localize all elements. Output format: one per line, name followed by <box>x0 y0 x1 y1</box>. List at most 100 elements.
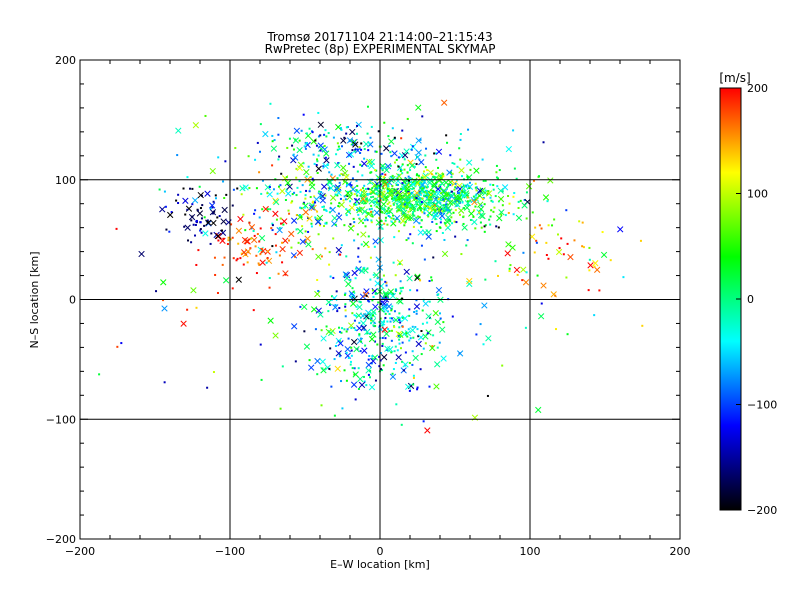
data-point-dot <box>360 340 363 343</box>
data-point-dot <box>385 197 388 200</box>
data-point-dot <box>445 134 448 137</box>
data-point-dot <box>398 342 401 345</box>
data-point-dot <box>378 217 381 220</box>
data-point-dot <box>211 206 214 209</box>
data-point-x <box>567 253 574 261</box>
data-point-dot <box>419 191 422 194</box>
data-point-dot <box>363 202 366 205</box>
data-point-dot <box>379 359 382 362</box>
data-point-dot <box>489 215 492 218</box>
data-point-dot <box>399 287 402 290</box>
data-point-dot <box>295 194 298 197</box>
data-point-dot <box>451 172 454 175</box>
data-point-x <box>497 187 504 194</box>
data-point-dot <box>386 190 389 193</box>
data-point-x <box>356 325 363 332</box>
data-point-dot <box>330 385 333 388</box>
data-point-dot <box>412 165 415 168</box>
data-point-dot <box>337 253 340 256</box>
data-point-x <box>422 206 429 213</box>
data-point-x <box>335 123 342 131</box>
data-point-dot <box>231 204 234 207</box>
data-point-dot <box>390 339 393 342</box>
data-point-dot <box>286 146 289 149</box>
data-point-x <box>281 218 288 225</box>
data-point-dot <box>512 213 515 216</box>
data-point-x <box>451 180 458 187</box>
data-point-dot <box>246 261 249 264</box>
data-point-dot <box>399 347 402 350</box>
data-point-x <box>395 297 403 304</box>
data-point-dot <box>380 211 383 214</box>
data-point-dot <box>394 361 397 364</box>
data-point-x <box>358 267 366 275</box>
data-point-dot <box>298 214 301 217</box>
data-point-dot <box>340 380 343 383</box>
data-point-dot <box>416 191 419 194</box>
data-point-dot <box>350 184 353 187</box>
data-point-dot <box>260 378 263 381</box>
data-point-dot <box>199 221 202 224</box>
data-point-dot <box>349 223 352 226</box>
data-point-dot <box>446 209 449 212</box>
data-point-dot <box>351 312 354 315</box>
data-point-dot <box>491 200 494 203</box>
data-point-dot <box>453 162 456 165</box>
data-point-dot <box>466 239 469 242</box>
data-point-x <box>334 162 341 169</box>
data-point-dot <box>560 237 563 240</box>
data-point-x <box>617 226 624 233</box>
data-point-dot <box>422 187 425 190</box>
data-point-dot <box>389 164 392 167</box>
data-point-dot <box>266 257 269 260</box>
data-point-x <box>362 291 369 298</box>
data-point-dot <box>582 246 585 249</box>
data-point-dot <box>387 185 390 188</box>
data-point-x <box>335 350 342 357</box>
data-point-dot <box>466 175 469 178</box>
data-point-dot <box>393 136 396 139</box>
data-point-dot <box>299 206 302 209</box>
data-point-x <box>445 204 452 212</box>
data-point-dot <box>295 176 298 179</box>
data-point-dot <box>163 381 166 384</box>
data-point-dot <box>300 129 303 132</box>
data-point-x <box>290 157 297 164</box>
data-point-dot <box>385 212 388 215</box>
data-point-dot <box>247 155 250 158</box>
data-point-dot <box>271 134 274 137</box>
data-point-dot <box>414 326 417 329</box>
data-point-dot <box>281 261 284 264</box>
data-point-dot <box>455 221 458 224</box>
data-point-x <box>308 202 316 209</box>
data-point-dot <box>356 200 359 203</box>
data-point-dot <box>334 304 337 307</box>
data-point-dot <box>328 171 331 174</box>
chart-subtitle: RwPretec (8p) EXPERIMENTAL SKYMAP <box>265 42 496 56</box>
data-point-x <box>196 210 204 217</box>
data-point-dot <box>374 325 377 328</box>
data-point-dot <box>288 212 291 215</box>
data-point-x <box>395 354 402 361</box>
data-point-dot <box>405 239 408 242</box>
data-point-x <box>241 236 249 244</box>
data-point-dot <box>259 123 262 126</box>
data-point-dot <box>293 255 296 258</box>
data-point-dot <box>360 191 363 194</box>
data-point-dot <box>598 289 601 292</box>
data-point-dot <box>412 374 415 377</box>
data-point-dot <box>439 221 442 224</box>
data-point-x <box>383 330 390 338</box>
data-point-dot <box>344 305 347 308</box>
data-point-dot <box>459 138 462 141</box>
data-point-dot <box>441 207 444 210</box>
data-point-dot <box>266 250 269 253</box>
data-point-x <box>291 323 298 330</box>
data-point-dot <box>395 289 398 292</box>
data-point-x <box>368 158 376 166</box>
data-point-x <box>306 215 313 222</box>
data-point-dot <box>354 398 357 401</box>
data-point-dot <box>254 158 257 161</box>
data-point-dot <box>328 263 331 266</box>
data-point-dot <box>115 227 118 230</box>
